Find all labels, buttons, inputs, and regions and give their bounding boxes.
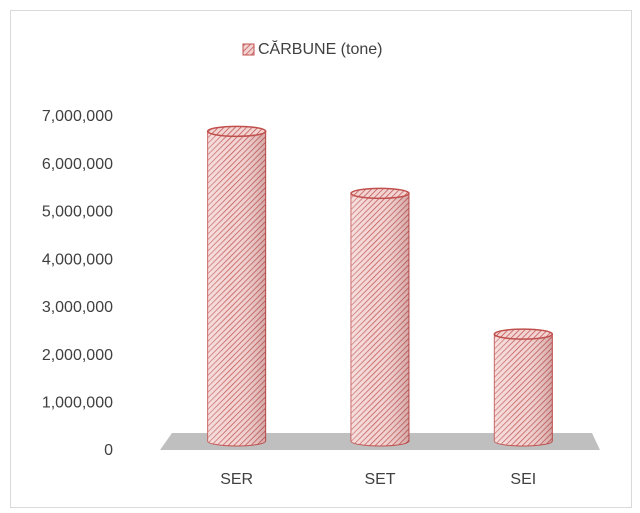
y-tick-label: 1,000,000 bbox=[42, 395, 113, 412]
y-tick-label: 7,000,000 bbox=[42, 108, 113, 125]
y-tick-label: 2,000,000 bbox=[42, 347, 113, 364]
legend-swatch bbox=[242, 43, 255, 56]
y-tick-label: 3,000,000 bbox=[42, 299, 113, 316]
x-tick-label: SER bbox=[220, 471, 253, 488]
y-tick-label: 5,000,000 bbox=[42, 204, 113, 221]
y-tick-label: 0 bbox=[104, 442, 113, 459]
bar-top bbox=[350, 187, 410, 200]
y-tick-label: 4,000,000 bbox=[42, 251, 113, 268]
bar-shade bbox=[351, 193, 409, 446]
bar-top bbox=[206, 125, 267, 138]
x-tick-label: SET bbox=[364, 471, 395, 488]
x-tick-label: SEI bbox=[510, 471, 536, 488]
bar-shade bbox=[207, 131, 266, 446]
bar bbox=[206, 125, 267, 447]
bar bbox=[350, 187, 410, 447]
y-tick-label: 6,000,000 bbox=[42, 156, 113, 173]
legend-label: CĂRBUNE (tone) bbox=[258, 39, 382, 58]
bar-shade bbox=[494, 334, 553, 447]
bar-top bbox=[493, 328, 554, 340]
bar bbox=[493, 328, 554, 447]
